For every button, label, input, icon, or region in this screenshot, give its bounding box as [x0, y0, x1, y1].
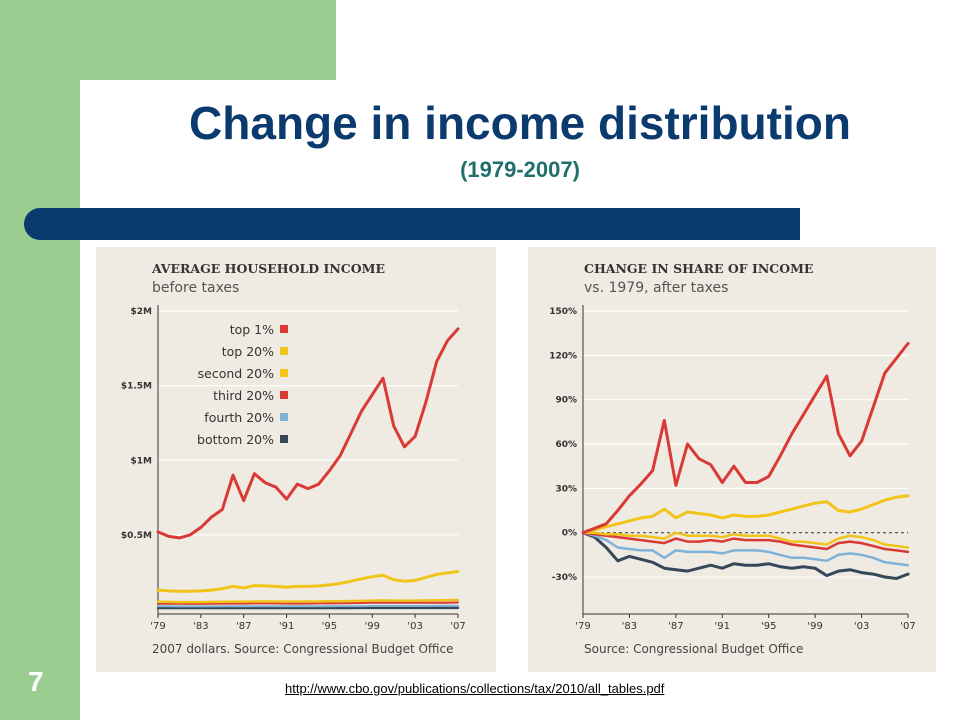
income-share-chart: CHANGE IN SHARE OF INCOME vs. 1979, after…	[528, 247, 936, 672]
y-tick-label: 0%	[562, 529, 577, 539]
series-line-4	[581, 531, 910, 567]
x-tick-label: '95	[322, 621, 337, 632]
income-share-chart-svg: CHANGE IN SHARE OF INCOME vs. 1979, after…	[549, 261, 916, 656]
slide-number: 7	[28, 666, 44, 697]
y-tick-label: $2M	[131, 307, 153, 317]
x-tick-label: '03	[854, 621, 869, 632]
legend-swatch	[280, 391, 288, 399]
household-income-chart-svg: AVERAGE HOUSEHOLD INCOME before taxes $2M $…	[121, 261, 466, 656]
x-tick-label: '07	[450, 621, 465, 632]
legend-swatch	[280, 325, 288, 333]
series-line-5	[581, 531, 910, 580]
x-tick-label: '99	[365, 621, 380, 632]
legend-label: top 1%	[230, 322, 274, 337]
series-line-2	[156, 598, 460, 604]
y-tick-label: -30%	[552, 573, 577, 583]
y-tick-label: 30%	[555, 484, 577, 494]
source-link[interactable]: http://www.cbo.gov/publications/collecti…	[285, 681, 665, 696]
chart-title: AVERAGE HOUSEHOLD INCOME	[151, 261, 385, 276]
chart-source: Source: Congressional Budget Office	[584, 642, 803, 656]
legend-swatch	[280, 347, 288, 355]
y-tick-label: $0.5M	[121, 531, 152, 541]
legend-label: top 20%	[222, 344, 274, 359]
y-tick-label: 60%	[555, 440, 577, 450]
y-tick-label: $1M	[131, 456, 153, 466]
legend-label: fourth 20%	[204, 410, 274, 425]
series-line-3	[157, 601, 459, 605]
legend-label: second 20%	[198, 366, 274, 381]
x-tick-label: '95	[761, 621, 776, 632]
slide-title: Change in income distribution	[189, 97, 851, 149]
legend-label: bottom 20%	[197, 432, 274, 447]
x-tick-label: '79	[150, 621, 165, 632]
y-tick-label: 150%	[549, 307, 577, 317]
green-sidebar	[0, 0, 80, 720]
series-line-0	[581, 342, 910, 535]
x-tick-label: '99	[807, 621, 822, 632]
series-line-2	[581, 531, 910, 549]
x-tick-label: '83	[193, 621, 208, 632]
title-divider-bar	[24, 208, 800, 240]
legend-swatch	[280, 435, 288, 443]
series-line-0	[156, 327, 460, 540]
x-tick-label: '91	[715, 621, 730, 632]
household-income-chart: AVERAGE HOUSEHOLD INCOME before taxes $2M $…	[96, 247, 496, 672]
x-tick-label: '91	[279, 621, 294, 632]
series-line-4	[157, 604, 459, 608]
x-tick-label: '07	[900, 621, 915, 632]
series-line-1	[156, 570, 460, 593]
x-tick-label: '03	[407, 621, 422, 632]
y-tick-label: 120%	[549, 351, 577, 361]
x-tick-label: '87	[236, 621, 251, 632]
slide-subtitle: (1979-2007)	[460, 157, 580, 182]
chart-subtitle: before taxes	[152, 280, 239, 296]
y-tick-label: $1.5M	[121, 382, 152, 392]
x-tick-label: '83	[622, 621, 637, 632]
chart-source: 2007 dollars. Source: Congressional Budg…	[152, 642, 454, 656]
x-tick-label: '87	[668, 621, 683, 632]
x-tick-label: '79	[575, 621, 590, 632]
y-tick-label: 90%	[555, 396, 577, 406]
green-top-block	[80, 0, 336, 80]
chart-subtitle: vs. 1979, after taxes	[584, 280, 728, 296]
legend-swatch	[280, 369, 288, 377]
series-line-1	[581, 494, 910, 535]
chart-title: CHANGE IN SHARE OF INCOME	[584, 261, 813, 276]
legend-label: third 20%	[213, 388, 274, 403]
legend-swatch	[280, 413, 288, 421]
series-line-3	[581, 531, 910, 554]
